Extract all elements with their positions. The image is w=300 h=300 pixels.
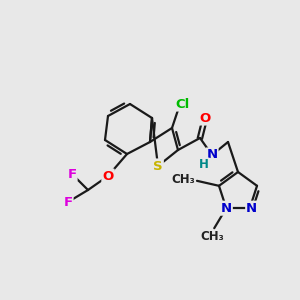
Text: N: N — [206, 148, 218, 161]
Text: F: F — [68, 167, 76, 181]
Text: N: N — [221, 202, 232, 215]
Text: CH₃: CH₃ — [171, 173, 195, 186]
Text: O: O — [200, 112, 211, 124]
Text: Cl: Cl — [176, 98, 190, 110]
Text: F: F — [63, 196, 73, 208]
Text: O: O — [102, 169, 114, 182]
Text: H: H — [199, 158, 209, 172]
Text: S: S — [153, 160, 163, 172]
Text: N: N — [246, 202, 257, 215]
Text: CH₃: CH₃ — [200, 230, 224, 243]
